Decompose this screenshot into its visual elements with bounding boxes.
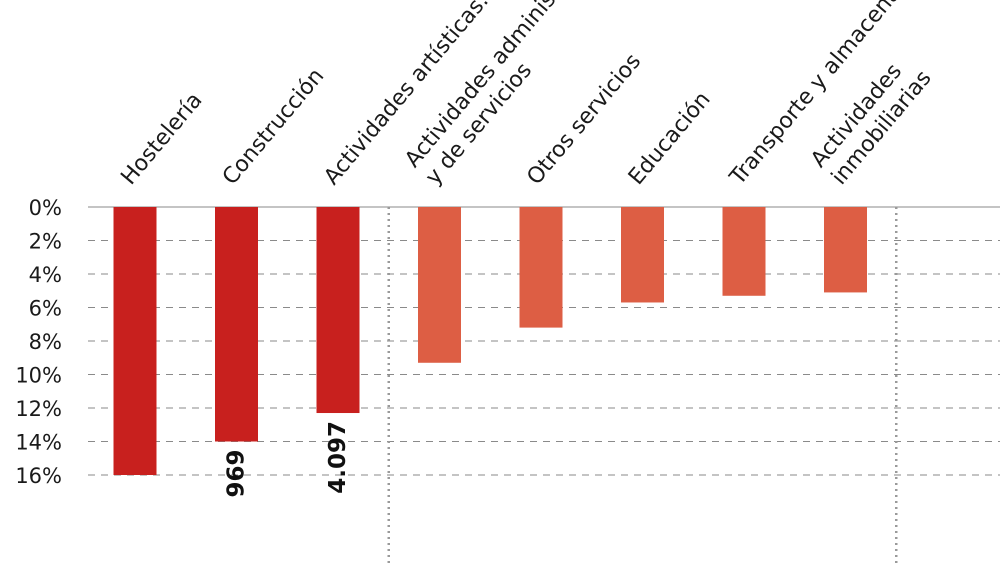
data-labels: 969 4.097: [224, 421, 352, 497]
bar: [722, 207, 766, 296]
y-tick-label: 12%: [15, 397, 62, 421]
bar: [519, 207, 563, 328]
y-tick-label: 6%: [29, 297, 62, 321]
category-label: Educación: [624, 87, 716, 190]
bar: [316, 207, 360, 414]
data-label: 4.097: [325, 421, 351, 494]
data-label: 969: [224, 450, 250, 498]
y-tick-label: 8%: [29, 330, 62, 354]
category-label-line: Educación: [624, 87, 716, 190]
group-dividers: [387, 207, 898, 567]
y-tick-label: 2%: [29, 230, 62, 254]
bar: [824, 207, 867, 293]
bar: [113, 207, 157, 475]
bar: [621, 207, 664, 303]
category-label: Hostelería: [116, 88, 207, 190]
y-tick-label: 14%: [15, 431, 62, 455]
category-label-line: Hostelería: [116, 88, 207, 190]
bar: [215, 207, 258, 442]
bars: [113, 207, 867, 475]
y-axis-ticks: 0% 2% 4% 6% 8% 10% 12% 14% 16%: [15, 196, 62, 488]
y-tick-label: 10%: [15, 364, 62, 388]
y-tick-label: 16%: [15, 464, 62, 488]
y-tick-label: 4%: [29, 263, 62, 287]
category-label: Construcción: [218, 64, 329, 190]
bar: [418, 207, 461, 363]
category-label-line: Construcción: [218, 64, 329, 190]
y-tick-label: 0%: [29, 196, 62, 220]
